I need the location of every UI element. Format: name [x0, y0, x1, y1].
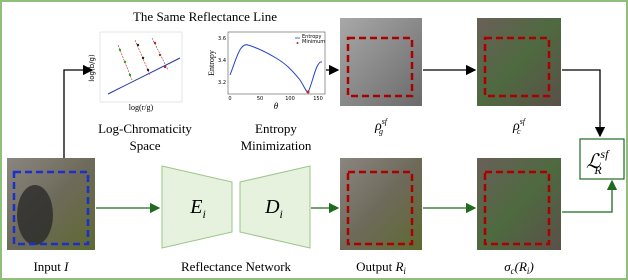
- label-part: Input: [33, 259, 61, 274]
- y-tick-label: 3.2: [218, 80, 226, 86]
- legend-label: Minimum: [302, 39, 325, 45]
- label-part: I: [63, 259, 69, 274]
- x-tick-label: 150: [313, 96, 323, 102]
- label-part: R: [593, 163, 602, 177]
- x-tick-label: 50: [257, 96, 263, 102]
- y-tick-label: 3.6: [218, 36, 226, 42]
- caption: Entropy: [255, 121, 297, 136]
- label-part: (R: [515, 259, 527, 274]
- label-part: R: [394, 259, 403, 274]
- label-part: i: [403, 266, 406, 276]
- label-part: D: [264, 196, 280, 218]
- caption: Log-Chromaticity: [98, 121, 192, 136]
- label-part: sf: [520, 117, 527, 126]
- label-part: sf: [382, 117, 389, 126]
- label-part: i: [280, 207, 283, 221]
- log-chroma-plot: [100, 32, 182, 102]
- x-label: log(r/g): [129, 103, 154, 112]
- diagram: The Same Reflectance Line log(b/g) log(r…: [0, 0, 628, 280]
- label-part: Output: [356, 259, 393, 274]
- network-label: Reflectance Network: [181, 259, 292, 274]
- y-tick-label: 3.4: [218, 58, 226, 64]
- label-part: i: [202, 207, 205, 221]
- x-tick-label: 100: [285, 96, 295, 102]
- caption: Minimization: [241, 138, 312, 153]
- output-label: Output Ri: [356, 259, 406, 276]
- label-part: g: [379, 127, 383, 136]
- label-part: ): [528, 259, 533, 274]
- input-label: Input I: [33, 259, 69, 274]
- caption: Space: [129, 138, 160, 153]
- label-part: c: [517, 127, 521, 136]
- label-part: E: [189, 196, 202, 218]
- title: The Same Reflectance Line: [133, 9, 277, 24]
- sigma-label: σc(Ri): [504, 259, 534, 276]
- x-tick-label: 0: [228, 96, 231, 102]
- y-label: Entropy: [207, 50, 216, 76]
- y-label: log(b/g): [88, 54, 96, 82]
- x-label: θ: [274, 101, 279, 111]
